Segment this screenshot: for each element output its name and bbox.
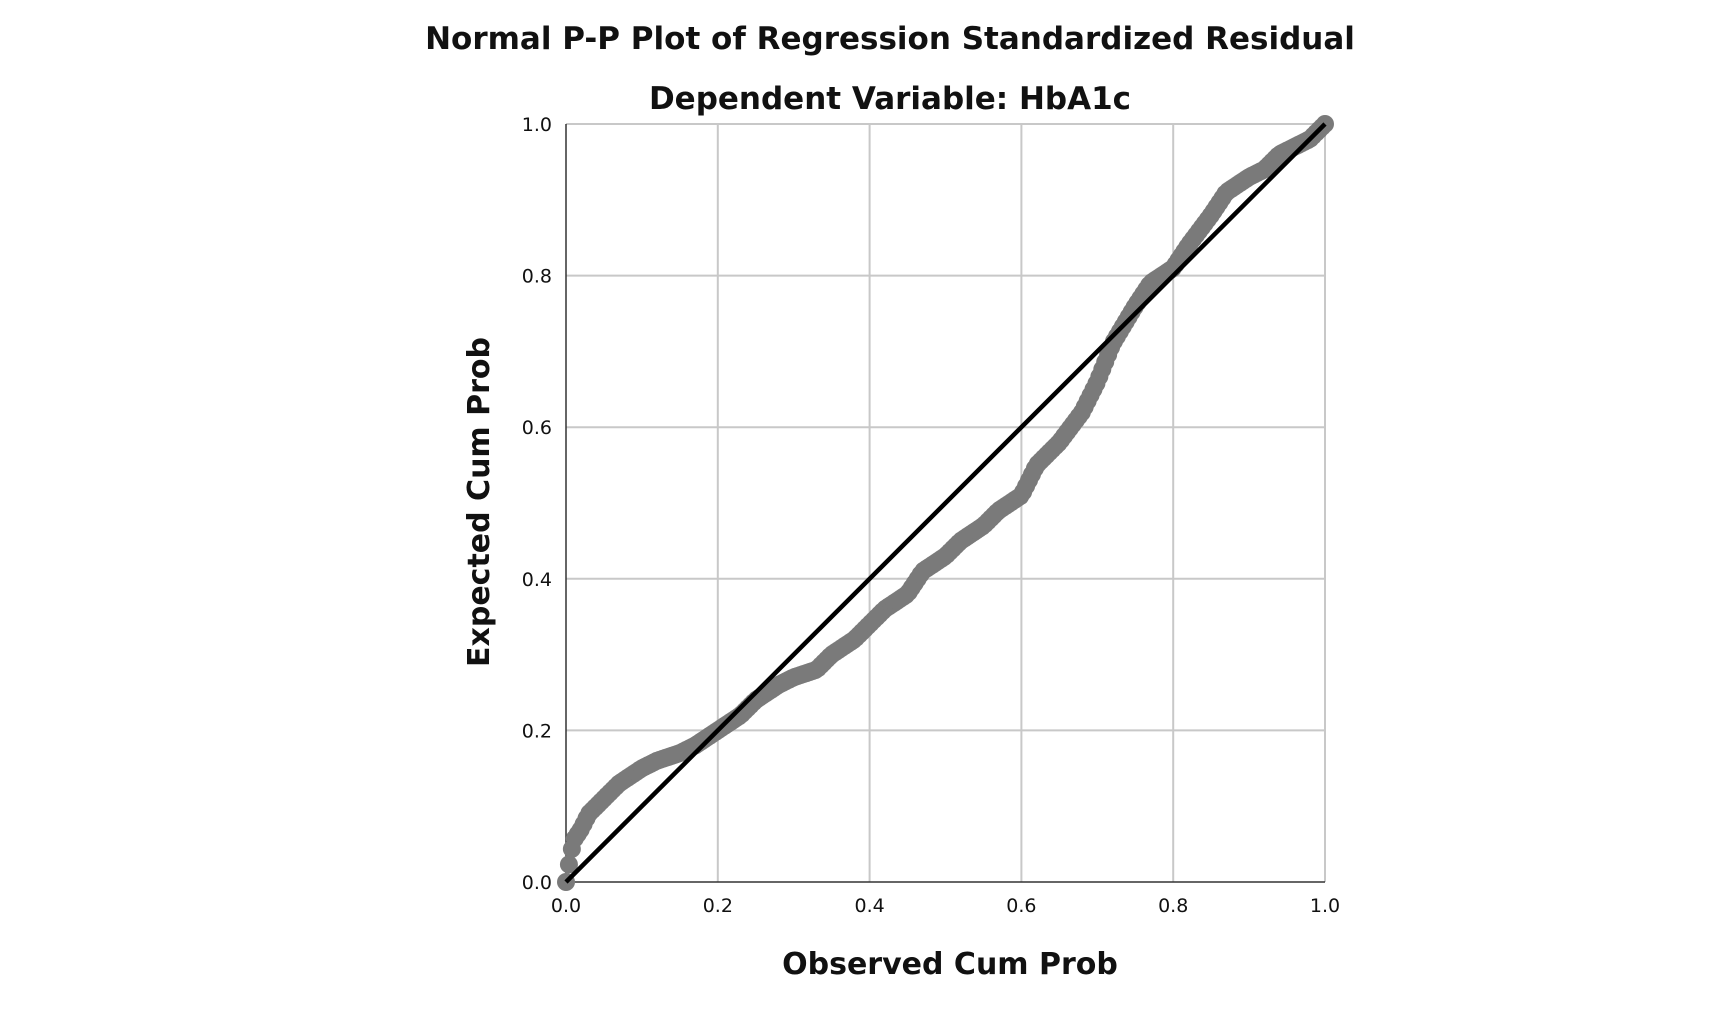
y-tick-labels: 0.0 0.2 0.4 0.6 0.8 1.0 [522,114,552,894]
y-tick-label: 1.0 [522,114,552,136]
y-tick-label: 0.0 [522,872,552,894]
x-tick-label: 0.0 [551,895,581,917]
y-tick-label: 0.6 [522,417,552,439]
y-tick-label: 0.8 [522,266,552,288]
x-tick-label: 0.6 [1006,895,1036,917]
data-point [559,855,578,874]
data-points [557,115,1334,891]
chart-subtitle: Dependent Variable: HbA1c [649,81,1131,117]
x-tick-label: 0.4 [854,895,884,917]
y-tick-label: 0.4 [522,569,552,591]
x-axis-label: Observed Cum Prob [782,947,1118,982]
y-tick-label: 0.2 [522,720,552,742]
x-tick-label: 1.0 [1310,895,1340,917]
reference-line [564,122,1327,884]
grid-lines [566,123,1326,882]
y-axis-label: Expected Cum Prob [462,337,497,667]
chart-title: Normal P-P Plot of Regression Standardiz… [425,21,1355,57]
x-tick-label: 0.2 [703,895,733,917]
x-tick-label: 0.8 [1158,895,1188,917]
x-tick-labels: 0.0 0.2 0.4 0.6 0.8 1.0 [551,895,1340,917]
